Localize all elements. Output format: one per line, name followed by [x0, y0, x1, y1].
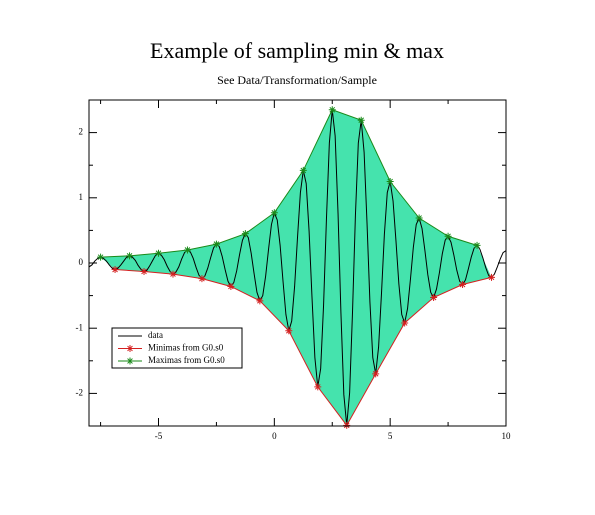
series-line — [115, 269, 492, 426]
marker — [328, 106, 336, 114]
y-tick-label: 1 — [79, 192, 84, 202]
marker — [444, 232, 452, 240]
x-tick-label: 10 — [502, 431, 512, 441]
legend-marker — [126, 357, 134, 365]
marker — [241, 230, 249, 238]
marker — [401, 319, 409, 327]
marker — [488, 273, 496, 281]
x-tick-label: 5 — [388, 431, 393, 441]
marker — [126, 252, 134, 260]
x-tick-label: 0 — [272, 431, 277, 441]
marker — [155, 249, 162, 257]
legend-label: Minimas from G0.s0 — [148, 343, 224, 353]
legend-label: data — [148, 330, 163, 340]
marker — [299, 166, 307, 174]
marker — [198, 275, 206, 283]
marker — [256, 297, 264, 305]
legend: data Minimas from G0.s0 Maximas from G0.s0 — [111, 327, 243, 369]
marker — [140, 267, 148, 275]
marker — [183, 246, 191, 254]
marker — [111, 266, 119, 274]
y-tick-label: -2 — [76, 387, 84, 397]
y-tick-label: -1 — [76, 322, 84, 332]
marker — [97, 253, 105, 261]
marker — [227, 282, 235, 290]
marker — [372, 370, 380, 378]
legend-marker — [126, 345, 134, 352]
chart-subtitle: See Data/Transformation/Sample — [217, 73, 377, 87]
marker — [357, 116, 365, 124]
marker — [343, 421, 351, 429]
marker — [430, 294, 438, 302]
marker — [473, 241, 481, 249]
marker — [459, 281, 467, 289]
marker — [386, 178, 394, 185]
x-tick-label: -5 — [155, 431, 163, 441]
marker — [169, 270, 177, 278]
legend-label: Maximas from G0.s0 — [148, 355, 225, 365]
marker — [415, 214, 423, 222]
y-tick-label: 0 — [79, 257, 84, 267]
marker — [314, 383, 322, 391]
y-tick-label: 2 — [79, 127, 84, 137]
marker — [212, 240, 220, 248]
marker — [285, 327, 293, 335]
series-line — [100, 109, 478, 258]
chart-title: Example of sampling min & max — [150, 38, 444, 63]
marker — [270, 209, 278, 217]
